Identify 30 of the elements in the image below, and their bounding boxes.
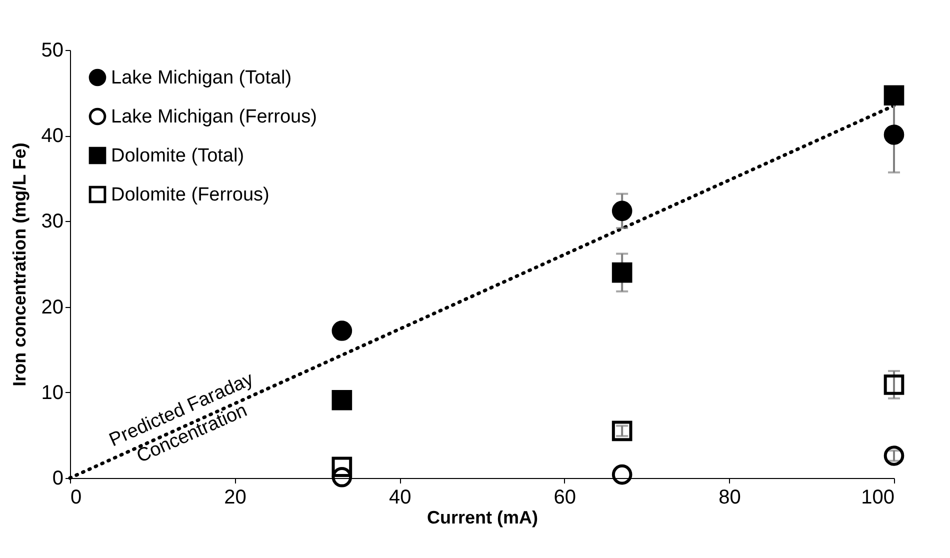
x-tick-label: 40: [388, 486, 412, 508]
y-tick-label: 20: [41, 296, 64, 318]
point: [612, 420, 632, 442]
point: [332, 320, 352, 341]
y-tick-label: 0: [52, 468, 64, 490]
legend-label: Dolomite (Total): [111, 146, 244, 166]
y-axis-title: Iron concentration (mg/L Fe): [9, 142, 30, 386]
y-tick-label: 50: [41, 40, 64, 62]
x-axis-title: Current (mA): [427, 508, 538, 528]
point: [884, 374, 904, 395]
y-tick-label: 40: [41, 125, 64, 148]
point: [884, 446, 904, 466]
point: [612, 464, 632, 485]
y-tick-label: 30: [41, 210, 64, 233]
point: [884, 85, 904, 106]
point: [612, 200, 632, 222]
x-tick-label: 20: [224, 486, 246, 508]
x-tick-label: 80: [718, 486, 741, 508]
legend-label: Lake Michigan (Ferrous): [111, 106, 317, 128]
x-tick-label: 100: [861, 486, 894, 508]
point: [884, 124, 904, 145]
legend-label: Dolomite (Ferrous): [111, 184, 270, 206]
x-tick-label: 0: [70, 486, 82, 508]
legend-label: Lake Michigan (Total): [111, 68, 292, 88]
y-tick-label: 10: [41, 382, 64, 404]
point: [332, 467, 352, 488]
point: [612, 262, 632, 283]
point: [332, 390, 352, 410]
point: [332, 456, 352, 478]
x-tick-label: 60: [554, 486, 576, 508]
